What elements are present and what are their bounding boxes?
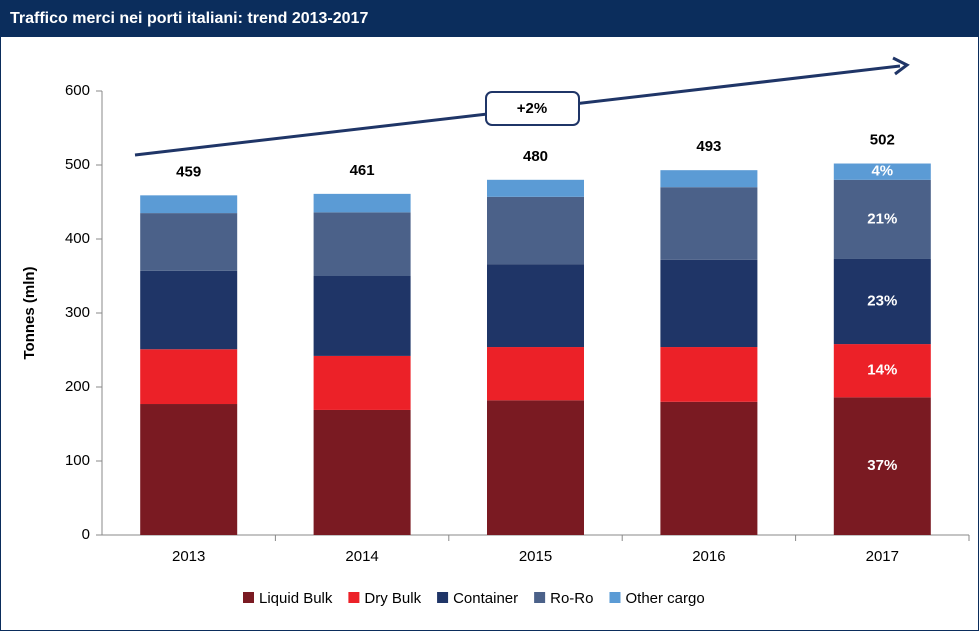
y-tick-label: 300 — [65, 304, 90, 321]
legend-label: Ro-Ro — [550, 590, 593, 607]
bar-segment — [487, 347, 584, 401]
annotation: +2% — [517, 100, 547, 117]
bar-segment — [140, 349, 238, 405]
share-label: 14% — [867, 362, 897, 379]
bar-segment — [660, 347, 758, 402]
x-tick-label: 2013 — [172, 548, 205, 565]
y-tick-label: 200 — [65, 378, 90, 395]
x-tick-label: 2016 — [692, 548, 725, 565]
legend-label: Liquid Bulk — [259, 590, 333, 607]
legend-swatch — [243, 592, 254, 603]
share-label: 23% — [867, 292, 897, 309]
bar-segment — [660, 401, 758, 535]
y-tick-label: 100 — [65, 452, 90, 469]
bar-segment — [833, 179, 931, 259]
share-label: 37% — [867, 457, 897, 474]
bar-segment — [313, 409, 411, 535]
title-bar — [0, 0, 979, 37]
legend-label: Dry Bulk — [364, 590, 421, 607]
y-tick-label: 400 — [65, 230, 90, 247]
x-tick-label: 2014 — [345, 548, 378, 565]
legend-swatch — [437, 592, 449, 603]
y-tick-label: 0 — [82, 526, 90, 543]
bar-segment — [313, 355, 411, 410]
y-tick-label: 500 — [65, 156, 90, 173]
legend-label: Container — [453, 590, 518, 607]
total-label: 459 — [176, 163, 201, 180]
y-axis-label: Tonnes (mln) — [21, 266, 38, 359]
bar-segment — [660, 187, 758, 260]
bar-segment — [487, 400, 584, 535]
bar-segment — [313, 193, 411, 213]
total-label: 461 — [350, 162, 375, 179]
bar-segment — [833, 258, 931, 345]
bar-segment — [660, 170, 758, 188]
legend-swatch — [609, 592, 621, 603]
share-label: 4% — [871, 163, 893, 180]
bar-segment — [140, 270, 238, 350]
bar-segment — [140, 195, 238, 214]
bar-segment — [833, 344, 931, 398]
bar-segment — [140, 404, 238, 535]
legend-label: Other cargo — [625, 590, 704, 607]
legend-swatch — [534, 592, 546, 603]
bar-segment — [833, 163, 931, 180]
total-label: 502 — [870, 131, 895, 148]
bar-segment — [833, 397, 931, 535]
bar-segment — [313, 212, 411, 276]
bar-segment — [487, 264, 584, 348]
x-tick-label: 2015 — [519, 548, 552, 565]
x-tick-label: 2017 — [866, 548, 899, 565]
y-tick-label: 600 — [65, 82, 90, 99]
bar-segment — [313, 276, 411, 356]
chart-title: Traffico merci nei porti italiani: trend… — [10, 10, 368, 27]
bar-segment — [660, 259, 758, 348]
trend-arrow — [134, 56, 910, 157]
bar-segment — [140, 213, 238, 271]
legend-swatch — [348, 592, 360, 603]
bar-segment — [487, 179, 584, 197]
total-label: 493 — [696, 138, 721, 155]
bar-segment — [487, 196, 584, 265]
share-label: 21% — [867, 210, 897, 227]
total-label: 480 — [523, 148, 548, 165]
